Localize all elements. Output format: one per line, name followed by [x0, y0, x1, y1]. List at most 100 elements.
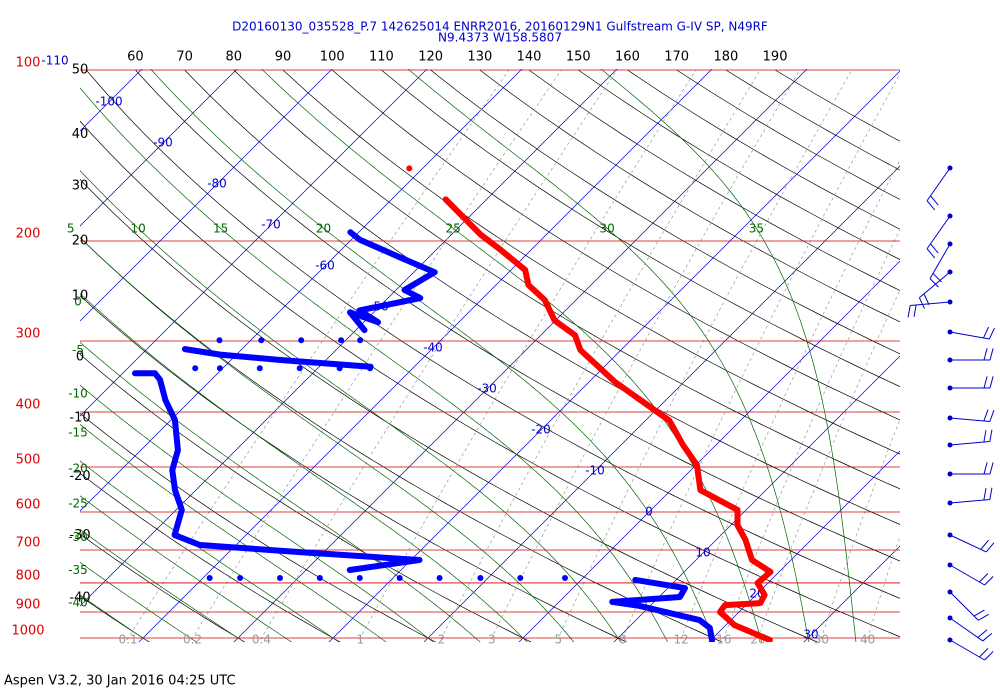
- dry-adiabat-label: 140: [517, 50, 542, 65]
- dry-adiabat: [184, 69, 900, 525]
- moist-adiabat-label: -40: [68, 595, 88, 609]
- isotherm: [423, 165, 900, 642]
- isotherm-label: -100: [95, 95, 122, 109]
- barb-feather: [979, 573, 989, 583]
- dry-adiabat: [80, 472, 341, 642]
- barb-feather: [978, 613, 989, 621]
- dry-adiabat: [80, 295, 628, 642]
- pressure-label: 100: [16, 56, 41, 71]
- moist-adiabat-label: -20: [68, 462, 88, 476]
- barb-feather: [979, 648, 989, 658]
- dry-adiabat-label: 40: [72, 127, 89, 142]
- moist-adiabat-label: -35: [68, 563, 88, 577]
- mixing-ratio-line: [620, 73, 900, 642]
- dry-adiabat-label: 130: [467, 50, 492, 65]
- moist-adiabat-label: -15: [68, 426, 88, 440]
- mixing-ratio-line: [357, 69, 697, 642]
- sounding-profile: [406, 165, 774, 642]
- barb-staff: [926, 167, 951, 202]
- moist-adiabat-label: -25: [68, 496, 88, 510]
- isotherm-label: -70: [261, 218, 281, 232]
- dry-adiabat: [282, 69, 900, 455]
- mixing-ratio-label: 0.1: [118, 633, 137, 647]
- isotherm-label: 10: [695, 546, 710, 560]
- barb-staff: [949, 564, 985, 586]
- isotherm: [803, 545, 900, 642]
- dry-adiabat: [430, 69, 900, 355]
- isotherm-label: -110: [41, 54, 68, 68]
- mixing-ratio-line: [125, 69, 510, 642]
- isotherm: [80, 69, 523, 512]
- barb-feather: [973, 609, 985, 617]
- dry-adiabat-label: 90: [275, 50, 292, 65]
- mixing-ratio-label: 3: [488, 633, 496, 647]
- dry-adiabat-label: 110: [369, 50, 394, 65]
- barb-staff: [949, 591, 979, 621]
- isotherm-label: -90: [153, 136, 173, 150]
- barb-staff: [949, 639, 985, 661]
- moist-adiabat: [80, 341, 481, 642]
- moist-adiabat-label: 30: [599, 222, 614, 236]
- moist-adiabat: [80, 170, 622, 642]
- barb-staff: [919, 271, 951, 299]
- isotherm-label: 0: [645, 505, 653, 519]
- dry-adiabat-label: 80: [226, 50, 243, 65]
- moist-adiabat-label: 20: [316, 222, 331, 236]
- barb-feather: [983, 409, 989, 422]
- wind-barbs: [907, 165, 995, 661]
- dry-adiabat-label: 70: [176, 50, 193, 65]
- moist-adiabat: [80, 495, 293, 642]
- barb-feather: [926, 200, 936, 211]
- mixing-ratio-label: 16: [716, 633, 731, 647]
- footer: Aspen V3.2, 30 Jan 2016 04:25 UTC: [4, 674, 236, 689]
- isotherm-label: -80: [207, 177, 227, 191]
- pressure-label: 1000: [11, 624, 44, 639]
- barb-feather: [989, 410, 995, 422]
- barb-feather: [984, 576, 994, 586]
- isotherm: [80, 69, 333, 322]
- dry-adiabat-label: 0: [76, 349, 84, 364]
- pressure-label: 700: [16, 536, 41, 551]
- barb-staff: [949, 441, 990, 446]
- barb-feather: [907, 305, 911, 318]
- pressure-label: 900: [16, 598, 41, 613]
- mixing-ratio-line: [189, 69, 562, 642]
- barb-feather: [983, 430, 987, 443]
- dry-adiabat-label: -30: [69, 528, 90, 543]
- axis-labels: -110-100-90-80-70-60-50-40-30-20-1001020…: [11, 50, 875, 647]
- barb-feather: [989, 376, 994, 389]
- dry-adiabat: [80, 595, 150, 642]
- isotherm: [613, 355, 900, 642]
- chart-subtitle: N9.4373 W158.5807: [438, 31, 562, 45]
- mixing-ratio-line: [556, 69, 853, 642]
- moist-adiabat: [80, 460, 340, 642]
- pressure-label: 200: [16, 226, 41, 241]
- dry-adiabat: [80, 533, 246, 642]
- pressure-label: 300: [16, 327, 41, 342]
- dry-adiabat: [479, 69, 900, 323]
- barb-staff: [926, 215, 951, 250]
- barb-feather: [984, 651, 994, 661]
- mixing-ratio-line: [721, 228, 900, 642]
- barb-feather: [980, 539, 989, 550]
- barb-feather: [985, 542, 995, 553]
- moist-adiabat-label: 0: [74, 295, 82, 309]
- moist-adiabat: [80, 384, 434, 642]
- moist-adiabat: [80, 594, 150, 642]
- grid-lines: [80, 69, 900, 642]
- moist-adiabat: [407, 69, 810, 642]
- dry-adiabat-label: 100: [320, 50, 345, 65]
- mixing-ratio-line: [258, 69, 618, 642]
- barb-staff: [949, 417, 990, 422]
- barb-feather: [989, 462, 994, 475]
- barb-feather: [926, 248, 936, 259]
- dry-adiabat: [135, 69, 900, 562]
- dry-adiabat-label: -20: [69, 469, 90, 484]
- dry-adiabat: [80, 120, 900, 638]
- barb-staff: [949, 331, 990, 340]
- dry-adiabat-label: -10: [69, 411, 90, 426]
- barb-feather: [983, 376, 988, 389]
- barb-feather: [929, 278, 939, 288]
- isotherm: [708, 450, 900, 642]
- barb-feather: [918, 297, 925, 309]
